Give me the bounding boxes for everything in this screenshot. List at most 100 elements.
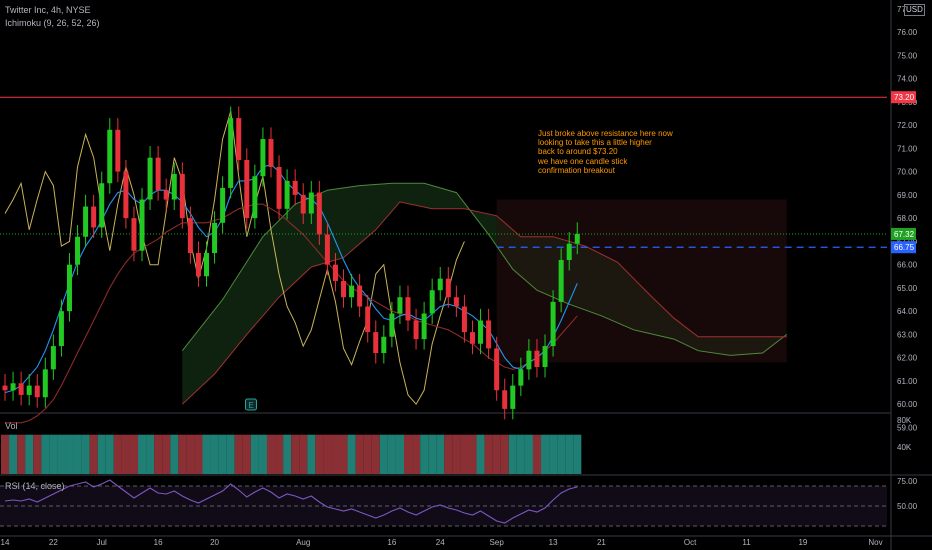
volume-bar: [347, 434, 356, 474]
price-tick-label: 63.00: [897, 330, 918, 339]
candle-body: [83, 206, 89, 237]
note-line: Just broke above resistance here now: [538, 129, 673, 138]
candle-body: [453, 297, 459, 307]
price-label: 67.32: [894, 230, 915, 239]
volume-bar: [573, 434, 582, 474]
volume-bar: [315, 434, 324, 474]
candle-body: [139, 199, 145, 251]
candle-body: [260, 139, 266, 177]
candle-body: [389, 313, 395, 337]
candle-body: [115, 129, 121, 172]
candle-body: [542, 346, 548, 368]
volume-bar: [387, 434, 396, 474]
candle-body: [550, 301, 556, 347]
candle-body: [276, 166, 282, 209]
volume-bar: [226, 434, 235, 474]
candle-body: [99, 183, 105, 228]
volume-bar: [331, 434, 340, 474]
time-tick-label: 16: [154, 538, 163, 547]
rsi-label: RSI (14, close): [5, 481, 65, 491]
price-tick-label: 64.00: [897, 307, 918, 316]
rsi-tick-label: 50.00: [897, 502, 918, 511]
volume-bar: [275, 434, 284, 474]
candle-body: [381, 336, 387, 354]
volume-bar: [395, 434, 404, 474]
candle-body: [131, 218, 137, 251]
candle-body: [365, 306, 371, 333]
volume-bar: [97, 434, 106, 474]
trade-note: Just broke above resistance here now loo…: [538, 129, 673, 175]
candle-body: [534, 350, 540, 368]
volume-bar: [9, 434, 18, 474]
candle-body: [204, 253, 209, 277]
candle-body: [332, 264, 338, 281]
axes: 7776.0075.0074.0073.0072.0071.0070.0069.…: [1, 5, 918, 547]
candle-body: [486, 320, 492, 349]
volume-series: [1, 434, 582, 474]
candle-body: [373, 332, 379, 354]
price-tick-label: 72.00: [897, 121, 918, 130]
volume-label: Vol: [5, 421, 18, 431]
candle-body: [2, 385, 8, 391]
volume-bar: [57, 434, 66, 474]
note-line: confirmation breakout: [538, 165, 615, 175]
candle-body: [349, 285, 355, 298]
price-tick-label: 71.00: [897, 144, 918, 153]
note-line: we have one candle stick: [538, 156, 628, 166]
time-tick-label: 13: [549, 538, 558, 547]
candle-body: [187, 218, 193, 254]
volume-bar: [339, 434, 348, 474]
volume-bar: [307, 434, 316, 474]
volume-bar: [323, 434, 332, 474]
volume-bar: [194, 434, 203, 474]
volume-bar: [146, 434, 155, 474]
candle-body: [478, 320, 484, 344]
time-tick-label: 14: [1, 538, 10, 547]
currency-badge[interactable]: USD: [904, 4, 925, 16]
volume-bar: [121, 434, 130, 474]
earnings-marker-icon: [245, 398, 257, 411]
volume-bar: [89, 434, 98, 474]
volume-bar: [33, 434, 42, 474]
price-tick-label: 65.00: [897, 284, 918, 293]
volume-bar: [452, 434, 461, 474]
candle-body: [574, 233, 580, 244]
volume-bar: [468, 434, 477, 474]
candle-body: [405, 297, 411, 321]
candle-body: [244, 159, 250, 219]
volume-bar: [41, 434, 50, 474]
note-line: back to around $73.20: [538, 147, 618, 157]
candle-body: [228, 118, 234, 188]
candle-body: [357, 285, 363, 307]
volume-bar: [242, 434, 251, 474]
volume-bar: [162, 434, 171, 474]
volume-bar: [524, 434, 533, 474]
time-tick-label: Aug: [296, 538, 310, 547]
candle-body: [107, 129, 113, 184]
price-label: 66.75: [894, 243, 915, 252]
candle-body: [566, 243, 572, 261]
candlestick-series: E: [2, 106, 580, 420]
candle-body: [558, 260, 564, 302]
candle-body: [324, 234, 330, 265]
candle-body: [91, 206, 97, 228]
candle-body: [42, 369, 48, 398]
candle-body: [284, 180, 290, 209]
candle-body: [510, 385, 516, 409]
time-tick-label: 20: [210, 538, 219, 547]
volume-bar: [105, 434, 114, 474]
volume-bar: [186, 434, 195, 474]
volume-bar: [17, 434, 26, 474]
candle-body: [292, 180, 298, 195]
candle-body: [58, 311, 64, 347]
volume-bar: [476, 434, 485, 474]
symbol-title: Twitter Inc, 4h, NYSE: [5, 5, 91, 15]
candle-body: [268, 139, 274, 167]
candle-body: [421, 313, 427, 340]
candle-body: [212, 222, 218, 254]
chikou-line: [4, 110, 465, 406]
candle-body: [195, 253, 201, 277]
candle-body: [518, 369, 524, 386]
price-tick-label: 66.00: [897, 261, 918, 270]
rsi-line: [4, 479, 578, 524]
